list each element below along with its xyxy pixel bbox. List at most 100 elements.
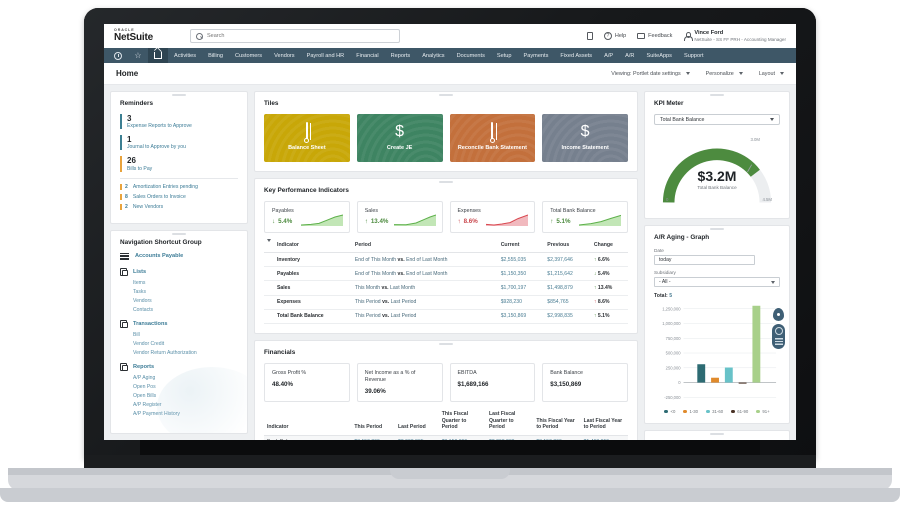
tile-balance-sheet[interactable]: Balance Sheet bbox=[264, 114, 350, 162]
menu-item-10[interactable]: Payments bbox=[523, 52, 549, 59]
kpi-col-current[interactable]: Current bbox=[497, 242, 545, 253]
menu-item-1[interactable]: Billing bbox=[208, 52, 224, 59]
nav-account-row[interactable]: Accounts Payable bbox=[120, 252, 238, 260]
transaction-icon bbox=[120, 319, 128, 328]
fin-col-last-fy[interactable]: Last Fiscal Year to Period bbox=[580, 411, 628, 437]
table-row[interactable]: Total Bank Balance This Period vs. Last … bbox=[264, 309, 628, 324]
menu-item-11[interactable]: Fixed Assets bbox=[560, 52, 593, 59]
reminder-item[interactable]: 3 Expense Reports to Approve bbox=[120, 114, 238, 130]
menu-item-4[interactable]: Payroll and HR bbox=[306, 52, 345, 59]
kpi-table-sort-toggle[interactable] bbox=[264, 239, 274, 253]
table-row[interactable]: Payables End of This Month vs. End of La… bbox=[264, 266, 628, 282]
ar-date-input[interactable]: today bbox=[654, 255, 755, 265]
nav-link-items[interactable]: Items bbox=[133, 279, 146, 286]
menu-item-6[interactable]: Reports bbox=[390, 52, 411, 59]
global-search[interactable] bbox=[190, 29, 400, 43]
menu-item-7[interactable]: Analytics bbox=[422, 52, 445, 59]
fin-col-indicator[interactable]: Indicator bbox=[264, 411, 352, 437]
nav-link-bill[interactable]: Bill bbox=[133, 331, 140, 338]
tile-create-je[interactable]: $ Create JE bbox=[356, 114, 443, 162]
fin-col-last-period[interactable]: Last Period bbox=[395, 411, 439, 437]
reminder-secondary-item[interactable]: 2 Amortization Entries pending bbox=[120, 183, 238, 190]
menu-item-0[interactable]: Activities bbox=[174, 52, 197, 59]
kpi-card-total-bank-balance[interactable]: Total Bank Balance 5.1% bbox=[542, 201, 628, 233]
reminder-item[interactable]: 26 Bills to Pay bbox=[120, 156, 238, 172]
personalize-dropdown[interactable]: Personalize bbox=[706, 71, 743, 77]
nav-link-open-bills[interactable]: Open Bills bbox=[133, 392, 157, 399]
ar-subsidiary-select[interactable]: - All - bbox=[654, 277, 780, 287]
reminder-secondary-item[interactable]: 8 Sales Orders to Invoice bbox=[120, 193, 238, 200]
nav-link-contacts[interactable]: Contacts bbox=[133, 306, 154, 313]
menu-item-12[interactable]: A/P bbox=[604, 52, 614, 59]
menu-item-13[interactable]: A/R bbox=[625, 52, 635, 59]
document-icon[interactable] bbox=[586, 32, 593, 40]
main-menu-bar: ☆ Activities Billing Customers Vendors P… bbox=[104, 48, 796, 63]
viewing-dropdown[interactable]: Viewing: Portlet date settings bbox=[611, 71, 690, 77]
kpi-col-indicator[interactable]: Indicator bbox=[274, 242, 352, 253]
fin-card-bank-balance[interactable]: Bank Balance $3,150,869 bbox=[542, 362, 628, 403]
nav-link-tasks[interactable]: Tasks bbox=[133, 288, 147, 295]
ar-subsidiary-label: Subsidiary bbox=[654, 270, 676, 275]
menu-item-8[interactable]: Documents bbox=[456, 52, 485, 59]
fin-col-last-fq[interactable]: Last Fiscal Quarter to Period bbox=[486, 411, 534, 437]
nav-link-ap-payment-history[interactable]: A/P Payment History bbox=[133, 410, 180, 417]
nav-link-ap-aging[interactable]: A/P Aging bbox=[133, 374, 156, 381]
user-menu[interactable]: Vince Ford NetSuite - SS FF PRH - Accoun… bbox=[683, 30, 786, 43]
table-row[interactable]: Bank Balance $3,150,869 $2,998,835 $3,15… bbox=[264, 435, 628, 440]
kpi-col-change[interactable]: Change bbox=[590, 242, 628, 253]
nav-group-header[interactable]: Lists bbox=[120, 267, 238, 276]
shortcuts-button[interactable]: ☆ bbox=[128, 48, 148, 63]
nav-link-ap-register[interactable]: A/P Register bbox=[133, 401, 162, 408]
legend-swatch-icon bbox=[664, 409, 668, 414]
fin-col-this-fy[interactable]: This Fiscal Year to Period bbox=[533, 411, 581, 437]
reminder-secondary-item[interactable]: 2 New Vendors bbox=[120, 203, 238, 210]
kpi-col-period[interactable]: Period bbox=[351, 242, 498, 253]
ar-aging-chart[interactable]: 1,250,000 1,000,000 750,000 500,000 250,… bbox=[654, 302, 780, 406]
location-pin-icon[interactable] bbox=[773, 308, 784, 321]
feedback-button[interactable]: Feedback bbox=[637, 33, 672, 39]
table-row[interactable]: Sales This Month vs. Last Month $1,700,1… bbox=[264, 280, 628, 296]
fin-card-ebitda[interactable]: EBITDA $1,689,166 bbox=[449, 362, 536, 403]
menu-item-15[interactable]: Support bbox=[683, 52, 704, 59]
menu-item-9[interactable]: Setup bbox=[496, 52, 512, 59]
search-input[interactable] bbox=[207, 33, 394, 39]
nav-link-vendors[interactable]: Vendors bbox=[133, 297, 152, 304]
fin-card-net-income-pct[interactable]: Net Income as a % of Revenue 39.06% bbox=[356, 362, 443, 403]
table-row[interactable]: Inventory End of This Month vs. End of L… bbox=[264, 252, 628, 268]
menu-item-2[interactable]: Customers bbox=[235, 52, 263, 59]
kpi-card-payables[interactable]: Payables 5.4% bbox=[264, 201, 350, 233]
recent-records-button[interactable] bbox=[108, 48, 128, 63]
reminder-item[interactable]: 1 Journal to Approve by you bbox=[120, 135, 238, 151]
menu-item-5[interactable]: Financial bbox=[356, 52, 379, 59]
help-icon: ? bbox=[603, 32, 612, 40]
fin-card-gross-profit-pct[interactable]: Gross Profit % 48.40% bbox=[264, 362, 350, 403]
grid-view-icon[interactable] bbox=[774, 338, 783, 346]
kpi-card-sales[interactable]: Sales 13.4% bbox=[356, 201, 443, 233]
kpi-meter-select[interactable]: Total Bank Balance bbox=[654, 114, 780, 125]
nav-link-open-pos[interactable]: Open Pos bbox=[133, 383, 156, 390]
nav-link-vendor-return-authorization[interactable]: Vendor Return Authorization bbox=[133, 349, 197, 356]
nav-link-vendor-credit[interactable]: Vendor Credit bbox=[133, 340, 165, 347]
sparkline-chart bbox=[486, 214, 529, 226]
nav-group-header[interactable]: Reports bbox=[120, 362, 238, 371]
fin-cell: $2,998,835 bbox=[395, 435, 439, 440]
chart-type-icon[interactable] bbox=[774, 327, 783, 335]
tile-income-statement[interactable]: $ Income Statement bbox=[542, 114, 628, 162]
layout-dropdown[interactable]: Layout bbox=[759, 71, 784, 77]
arrow-up-icon bbox=[550, 218, 553, 225]
nav-group-header[interactable]: Transactions bbox=[120, 319, 238, 328]
kpi-card-expenses[interactable]: Expenses 8.6% bbox=[449, 201, 536, 233]
help-button[interactable]: ? Help bbox=[603, 32, 626, 40]
sparkline-chart bbox=[393, 214, 436, 226]
tile-reconcile-bank-statement[interactable]: Reconcile Bank Statement bbox=[449, 114, 536, 162]
legend-item: 31-60 bbox=[706, 409, 723, 414]
nav-group-title: Lists bbox=[133, 268, 147, 275]
menu-item-3[interactable]: Vendors bbox=[274, 52, 295, 59]
kpi-col-previous[interactable]: Previous bbox=[544, 242, 591, 253]
table-row[interactable]: Expenses This Period vs. Last Period $92… bbox=[264, 295, 628, 310]
arrow-up-icon bbox=[594, 257, 597, 263]
fin-col-this-fq[interactable]: This Fiscal Quarter to Period bbox=[438, 411, 487, 437]
home-button[interactable] bbox=[148, 48, 168, 63]
menu-item-14[interactable]: SuiteApps bbox=[646, 52, 672, 59]
fin-col-this-period[interactable]: This Period bbox=[351, 411, 396, 437]
